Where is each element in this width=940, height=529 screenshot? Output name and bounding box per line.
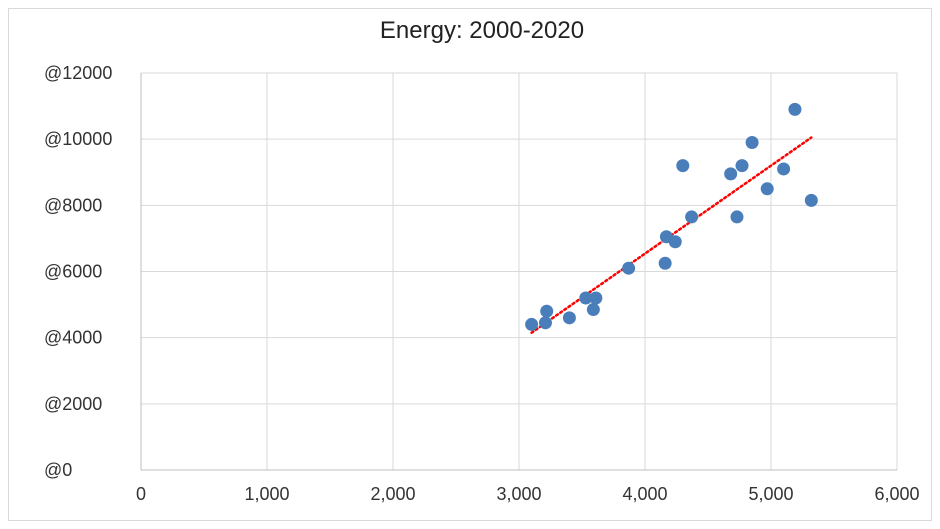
y-tick-label: @2000 [44, 394, 102, 414]
data-point [622, 262, 635, 275]
data-point [676, 159, 689, 172]
data-point [659, 257, 672, 270]
data-point [788, 103, 801, 116]
data-point [589, 291, 602, 304]
data-point [525, 318, 538, 331]
data-point [746, 136, 759, 149]
data-point [563, 311, 576, 324]
data-point [730, 210, 743, 223]
x-tick-label: 1,000 [244, 484, 289, 504]
data-point [761, 182, 774, 195]
x-tick-label: 2,000 [370, 484, 415, 504]
y-tick-label: @12000 [44, 63, 112, 83]
x-tick-label: 0 [136, 484, 146, 504]
data-point [724, 167, 737, 180]
x-tick-label: 4,000 [622, 484, 667, 504]
data-point [539, 316, 552, 329]
data-point [805, 194, 818, 207]
x-tick-label: 5,000 [748, 484, 793, 504]
data-point [669, 235, 682, 248]
data-point [777, 162, 790, 175]
x-tick-label: 3,000 [496, 484, 541, 504]
y-tick-label: @10000 [44, 129, 112, 149]
data-point [540, 305, 553, 318]
x-tick-label: 6,000 [874, 484, 919, 504]
tick-labels: 0 1,000 2,000 3,000 4,000 5,000 6,000 @0 @2000 @4… [44, 63, 920, 504]
chart-title: Energy: 2000-2020 [380, 17, 584, 44]
data-point [736, 159, 749, 172]
y-tick-label: @8000 [44, 195, 102, 215]
y-tick-label: @6000 [44, 262, 102, 282]
data-point [587, 303, 600, 316]
y-tick-label: @0 [44, 460, 72, 480]
data-point [685, 210, 698, 223]
y-tick-label: @4000 [44, 328, 102, 348]
gridlines [141, 73, 897, 470]
data-points [525, 103, 818, 331]
